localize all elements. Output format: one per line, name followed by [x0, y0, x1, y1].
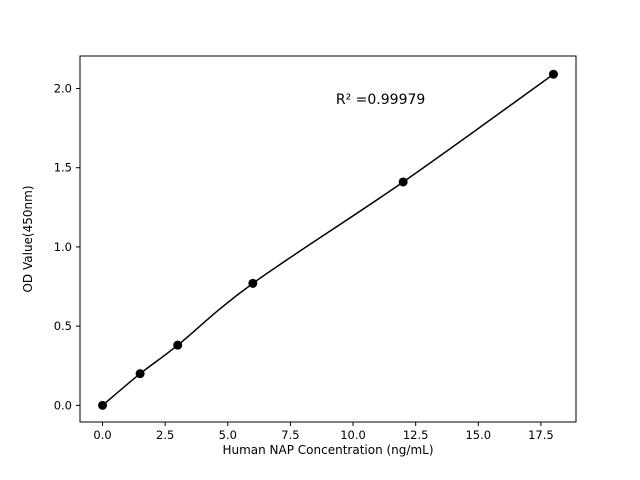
x-tick-label: 0.0: [93, 428, 111, 442]
y-tick-label: 2.0: [54, 81, 72, 95]
x-tick-label: 17.5: [528, 428, 554, 442]
data-point-marker: [548, 69, 558, 79]
axes-box: [79, 55, 577, 423]
x-tick-label: 15.0: [465, 428, 491, 442]
data-point-marker: [135, 369, 145, 379]
x-tick-label: 12.5: [403, 428, 429, 442]
data-point-marker: [98, 400, 108, 410]
data-point-marker: [398, 177, 408, 187]
x-tick-label: 10.0: [340, 428, 366, 442]
y-tick-label: 1.0: [54, 240, 72, 254]
x-tick-label: 7.5: [281, 428, 299, 442]
y-tick-label: 1.5: [54, 161, 72, 175]
x-axis-label: Human NAP Concentration (ng/mL): [222, 443, 434, 457]
r-squared-annotation: R² =0.99979: [335, 91, 426, 108]
fit-line: [102, 73, 554, 406]
data-point-marker: [248, 278, 258, 288]
x-tick-label: 5.0: [219, 428, 237, 442]
data-point-marker: [173, 340, 183, 350]
x-tick-label: 2.5: [156, 428, 174, 442]
y-tick-label: 0.5: [54, 319, 72, 333]
y-axis-label: OD Value(450nm): [21, 185, 35, 293]
y-tick-label: 0.0: [54, 398, 72, 412]
